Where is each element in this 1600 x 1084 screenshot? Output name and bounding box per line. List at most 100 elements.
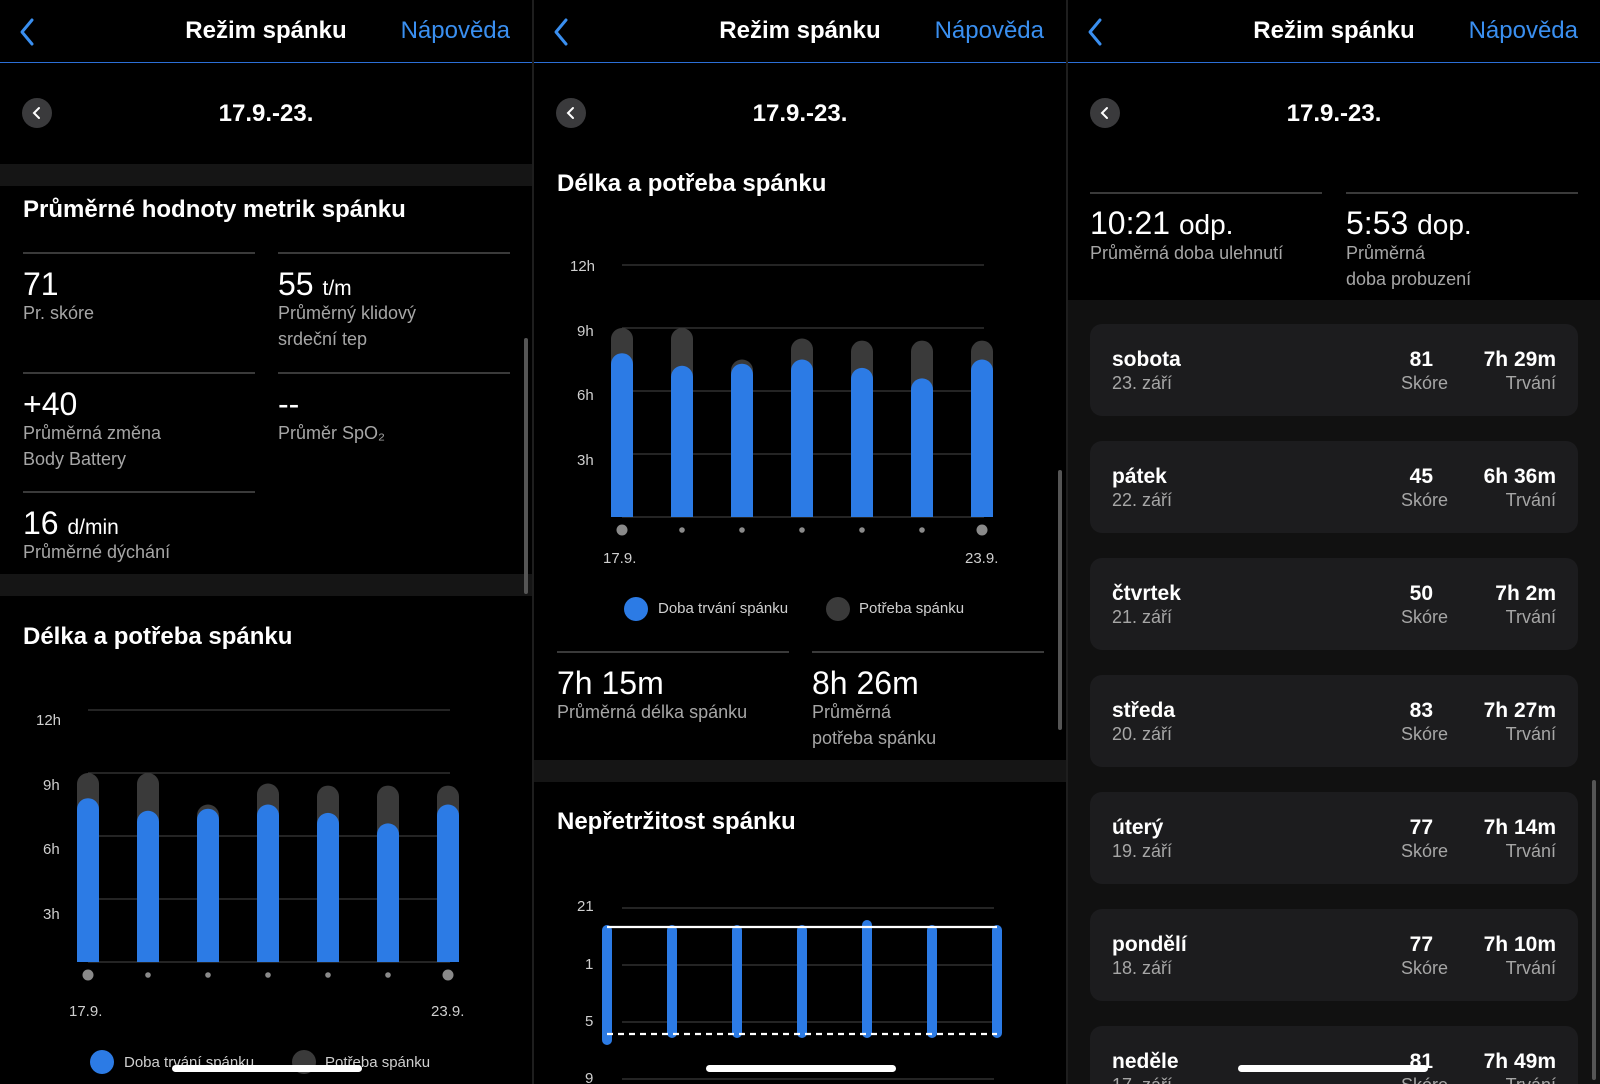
metrics-title: Průměrné hodnoty metrik spánku [23, 196, 406, 223]
sleep-duration-chart [77, 709, 459, 981]
scrollbar[interactable] [524, 338, 528, 594]
duration-bar [257, 804, 279, 962]
panel-metrics: Režim spánku Nápověda 17.9.-23. Průměrné… [0, 0, 532, 1084]
back-chevron-icon[interactable] [1082, 14, 1110, 50]
duration-bar-base [437, 950, 459, 962]
spo2-label: Průměr SpO₂ [278, 423, 386, 443]
day-card[interactable]: středa 20. září 83 Skóre 7h 27m Trvání [1090, 675, 1578, 767]
spo2-value: -- [278, 386, 300, 422]
duration-bar-base [911, 505, 933, 517]
day-card[interactable]: pondělí 18. září 77 Skóre 7h 10m Trvání [1090, 909, 1578, 1001]
page-title: Režim spánku [1253, 17, 1415, 44]
continuity-bar [927, 925, 937, 1038]
duration-bar [611, 353, 633, 517]
duration-bar-base [611, 505, 633, 517]
avg-need-label-2: potřeba spánku [812, 728, 937, 748]
day-score: 50 [1409, 582, 1433, 605]
legend-duration: Doba trvání spánku [658, 600, 789, 617]
day-score-label: Skóre [1400, 841, 1448, 861]
duration-bar-base [731, 505, 753, 517]
date-range: 17.9.-23. [752, 100, 848, 127]
day-duration-label: Trvání [1506, 1075, 1556, 1084]
day-card[interactable]: pátek 22. září 45 Skóre 6h 36m Trvání [1090, 441, 1578, 533]
rhr-value: 55 t/m [278, 266, 352, 303]
duration-bar [377, 823, 399, 962]
avg-need-label-1: Průměrná [812, 702, 892, 722]
day-score: 77 [1409, 933, 1433, 956]
x-marker [265, 972, 271, 978]
wake-up-value: 5:53 [1346, 205, 1409, 241]
divider [278, 372, 510, 374]
panel-duration: Režim spánku Nápověda 17.9.-23. Délka a … [534, 0, 1066, 1084]
x-marker [919, 527, 925, 533]
scrollbar[interactable] [1058, 470, 1062, 730]
avg-duration-value: 7h 15m [557, 665, 664, 701]
y-tick: 9 [585, 1070, 594, 1084]
duration-bar-base [377, 950, 399, 962]
duration-bar [911, 378, 933, 517]
x-marker [325, 972, 331, 978]
day-name: úterý [1112, 816, 1164, 839]
fall-asleep-value: 10:21 [1090, 205, 1171, 241]
body-battery-label-1: Průměrná změna [23, 423, 162, 443]
help-link[interactable]: Nápověda [934, 17, 1044, 44]
home-indicator[interactable] [1238, 1065, 1428, 1072]
previous-week-button[interactable] [22, 98, 52, 128]
day-name: pátek [1112, 465, 1167, 488]
previous-week-button[interactable] [1090, 98, 1120, 128]
panel-separator [1066, 0, 1068, 1084]
legend-duration-dot [624, 597, 648, 621]
date-bar: 17.9.-23. [534, 64, 1066, 164]
duration-bar-base [197, 950, 219, 962]
day-date: 22. září [1112, 490, 1173, 510]
divider [23, 252, 255, 254]
previous-week-button[interactable] [556, 98, 586, 128]
day-duration: 7h 49m [1483, 1050, 1556, 1073]
avg-duration-label: Průměrná délka spánku [557, 702, 748, 722]
body-battery-label-2: Body Battery [23, 449, 127, 469]
day-score: 45 [1409, 465, 1433, 488]
duration-bar [437, 804, 459, 962]
day-name: neděle [1112, 1050, 1179, 1073]
home-indicator[interactable] [172, 1065, 362, 1072]
score-value: 71 [23, 266, 59, 302]
x-marker [145, 972, 151, 978]
rhr-number: 55 [278, 266, 314, 302]
duration-bar-base [257, 950, 279, 962]
help-link[interactable]: Nápověda [1468, 17, 1578, 44]
date-bar: 17.9.-23. [1068, 64, 1600, 164]
day-duration: 7h 2m [1495, 582, 1556, 605]
section-divider [0, 574, 532, 596]
date-range: 17.9.-23. [1286, 100, 1382, 127]
continuity-bar [667, 925, 677, 1038]
home-indicator[interactable] [706, 1065, 896, 1072]
breathing-label: Průměrné dýchání [23, 542, 171, 562]
divider [1090, 192, 1322, 194]
wake-up-time: 5:53 dop. [1346, 205, 1472, 242]
scrollbar[interactable] [1592, 780, 1596, 1080]
day-duration: 7h 14m [1483, 816, 1556, 839]
x-tick: 23.9. [431, 1003, 465, 1020]
x-marker [739, 527, 745, 533]
day-card[interactable]: čtvrtek 21. září 50 Skóre 7h 2m Trvání [1090, 558, 1578, 650]
x-marker [799, 527, 805, 533]
breathing-number: 16 [23, 505, 59, 541]
score-label: Pr. skóre [23, 303, 95, 323]
legend-need: Potřeba spánku [859, 600, 965, 617]
back-chevron-icon[interactable] [548, 14, 576, 50]
chevron-left-icon [1100, 107, 1108, 119]
day-duration-label: Trvání [1505, 841, 1556, 861]
back-chevron-icon[interactable] [14, 14, 42, 50]
day-card[interactable]: sobota 23. září 81 Skóre 7h 29m Trvání [1090, 324, 1578, 416]
day-card[interactable]: úterý 19. září 77 Skóre 7h 14m Trvání [1090, 792, 1578, 884]
x-marker [82, 969, 94, 981]
day-score-label: Skóre [1400, 958, 1448, 978]
divider [23, 491, 255, 493]
day-date: 19. září [1112, 841, 1173, 861]
avg-need-value: 8h 26m [812, 665, 919, 701]
help-link[interactable]: Nápověda [400, 17, 510, 44]
day-duration-label: Trvání [1505, 607, 1556, 627]
day-score-label: Skóre [1400, 607, 1448, 627]
nav-header: Režim spánku Nápověda [534, 0, 1066, 63]
